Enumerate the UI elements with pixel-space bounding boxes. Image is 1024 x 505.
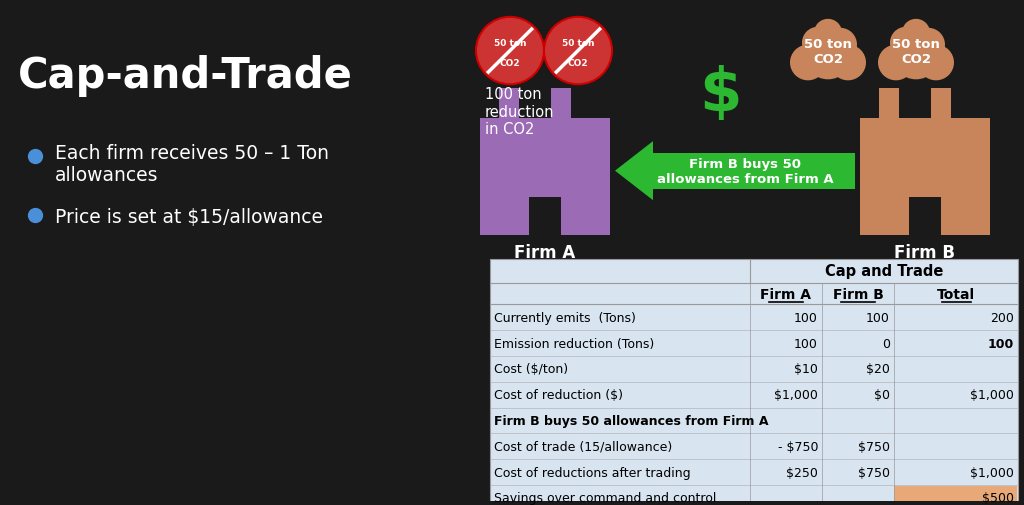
Text: 50 ton: 50 ton [562, 38, 594, 47]
Text: Firm B: Firm B [895, 243, 955, 262]
Polygon shape [551, 89, 570, 121]
Text: - $750: - $750 [777, 440, 818, 453]
Text: $0: $0 [874, 388, 890, 401]
Text: 100: 100 [795, 337, 818, 350]
Text: Firm A: Firm A [514, 243, 575, 262]
Text: $250: $250 [786, 466, 818, 479]
Text: $1,000: $1,000 [970, 388, 1014, 401]
Circle shape [878, 45, 914, 81]
Text: Firm B buys 50
allowances from Firm A: Firm B buys 50 allowances from Firm A [656, 158, 834, 185]
Text: CO2: CO2 [500, 59, 520, 68]
Text: Cap-and-Trade: Cap-and-Trade [18, 55, 353, 96]
Text: Firm B buys 50 allowances from Firm A: Firm B buys 50 allowances from Firm A [494, 414, 768, 427]
Text: 100: 100 [795, 311, 818, 324]
Text: Cost of trade (15/allowance): Cost of trade (15/allowance) [494, 440, 672, 453]
Circle shape [892, 33, 940, 80]
Text: 50 ton
CO2: 50 ton CO2 [892, 37, 940, 66]
Circle shape [802, 28, 834, 60]
Circle shape [476, 18, 544, 85]
Polygon shape [480, 119, 610, 235]
Polygon shape [499, 89, 518, 121]
Text: $10: $10 [795, 363, 818, 376]
Text: $1,000: $1,000 [970, 466, 1014, 479]
Text: Cap and Trade: Cap and Trade [824, 264, 943, 279]
Circle shape [544, 18, 612, 85]
Circle shape [890, 28, 922, 60]
Text: CO2: CO2 [567, 59, 589, 68]
Circle shape [814, 20, 842, 47]
Polygon shape [931, 89, 950, 121]
Circle shape [790, 45, 826, 81]
Polygon shape [860, 119, 990, 235]
Text: 0: 0 [882, 337, 890, 350]
Polygon shape [529, 198, 561, 235]
Text: Emission reduction (Tons): Emission reduction (Tons) [494, 337, 654, 350]
Text: $500: $500 [982, 491, 1014, 504]
Circle shape [830, 45, 866, 81]
FancyBboxPatch shape [894, 486, 1017, 505]
Text: 100: 100 [866, 311, 890, 324]
Text: $750: $750 [858, 466, 890, 479]
FancyBboxPatch shape [490, 259, 1018, 505]
Text: Cost of reduction ($): Cost of reduction ($) [494, 388, 623, 401]
Text: $750: $750 [858, 440, 890, 453]
Text: 100: 100 [988, 337, 1014, 350]
Text: $: $ [698, 65, 741, 123]
Text: Cost of reductions after trading: Cost of reductions after trading [494, 466, 690, 479]
Text: Savings over command and control: Savings over command and control [494, 491, 717, 504]
Text: $20: $20 [866, 363, 890, 376]
Text: 50 ton: 50 ton [494, 38, 526, 47]
Text: Firm A: Firm A [761, 287, 811, 301]
Text: Price is set at $15/allowance: Price is set at $15/allowance [55, 208, 323, 227]
Text: Cost ($/ton): Cost ($/ton) [494, 363, 568, 376]
Text: 100 ton
reduction
in CO2: 100 ton reduction in CO2 [485, 87, 555, 137]
Polygon shape [879, 89, 899, 121]
Polygon shape [909, 198, 941, 235]
Text: 50 ton
CO2: 50 ton CO2 [804, 37, 852, 66]
Text: Each firm receives 50 – 1 Ton
allowances: Each firm receives 50 – 1 Ton allowances [55, 143, 329, 184]
Text: Total: Total [937, 287, 975, 301]
Text: 200: 200 [990, 311, 1014, 324]
Text: $1,000: $1,000 [774, 388, 818, 401]
Circle shape [911, 29, 945, 62]
Circle shape [804, 33, 852, 80]
Circle shape [918, 45, 954, 81]
Polygon shape [653, 154, 855, 189]
Polygon shape [615, 142, 653, 201]
Text: Firm B: Firm B [833, 287, 884, 301]
Circle shape [902, 20, 930, 47]
Text: Currently emits  (Tons): Currently emits (Tons) [494, 311, 636, 324]
Circle shape [823, 29, 857, 62]
